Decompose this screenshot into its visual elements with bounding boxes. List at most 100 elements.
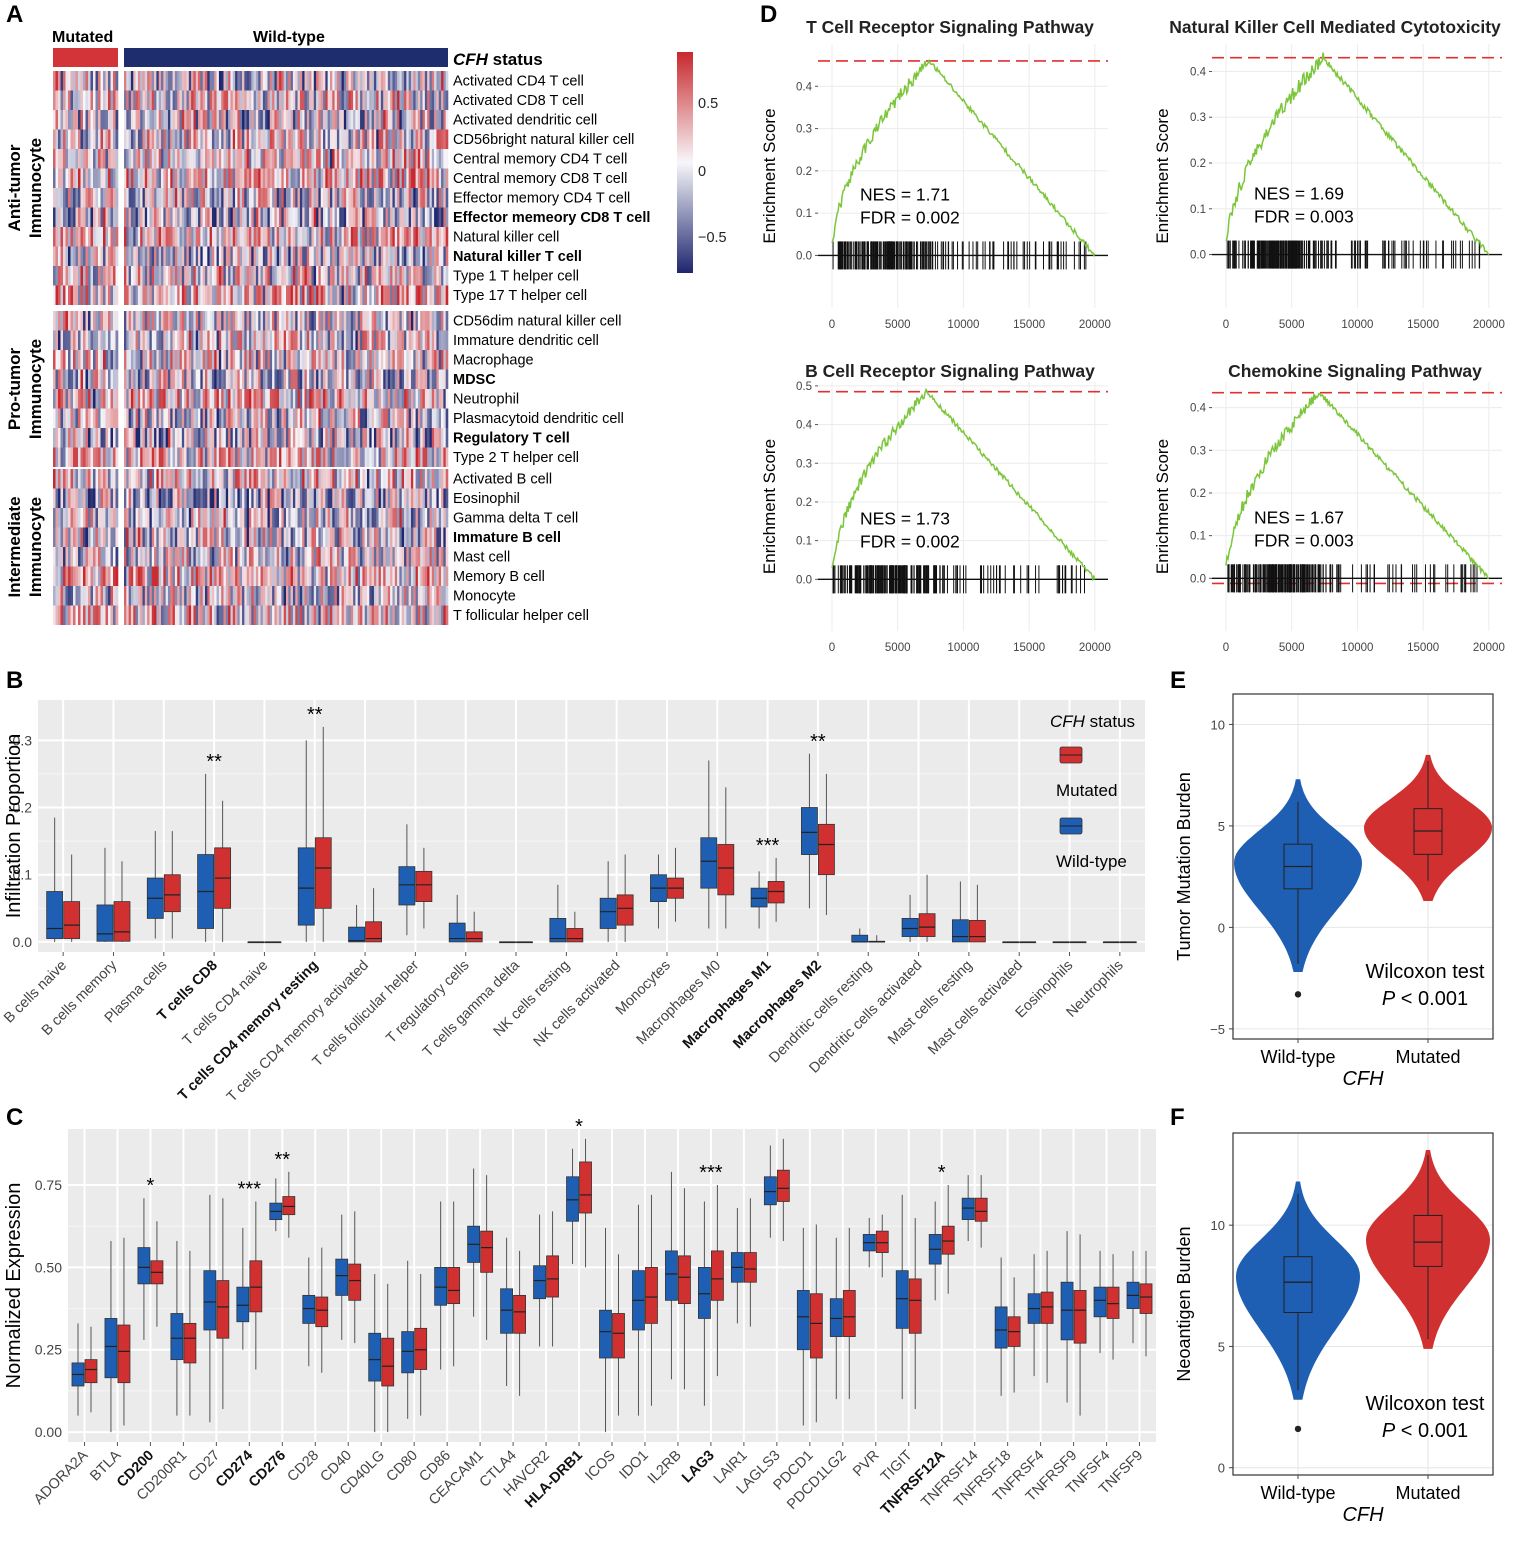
- heatmap-cell: [186, 168, 190, 188]
- heatmap-cell: [281, 285, 284, 305]
- heatmap-cell: [161, 547, 164, 567]
- heatmap-cell: [239, 527, 243, 547]
- heatmap-cell: [376, 469, 379, 489]
- heatmap-cell: [276, 90, 280, 110]
- heatmap-cell: [85, 547, 89, 567]
- heatmap-cell: [417, 566, 421, 586]
- heatmap-cell: [410, 90, 414, 110]
- heatmap-cell: [100, 311, 104, 331]
- heatmap-cell: [80, 369, 84, 389]
- heatmap-cell: [140, 330, 143, 350]
- heatmap-cell: [133, 469, 136, 489]
- heatmap-cell: [65, 350, 69, 370]
- heatmap-cell: [336, 311, 340, 331]
- wild-type-box: [96, 904, 114, 942]
- heatmap-cell: [191, 369, 194, 389]
- heatmap-cell: [172, 285, 176, 305]
- heatmap-cell: [253, 311, 257, 331]
- heatmap-cell: [380, 389, 384, 409]
- heatmap-cell: [343, 227, 347, 247]
- heatmap-cell: [260, 188, 264, 208]
- heatmap-cell: [68, 469, 71, 489]
- heatmap-cell: [126, 266, 129, 286]
- heatmap-cell: [70, 149, 74, 169]
- heatmap-cell: [242, 350, 245, 370]
- heatmap-cell: [276, 566, 280, 586]
- heatmap-cell: [329, 527, 333, 547]
- heatmap-cell: [147, 285, 150, 305]
- heatmap-cell: [323, 447, 326, 467]
- heatmap-cell: [246, 369, 250, 389]
- heatmap-cell: [415, 408, 419, 428]
- heatmap-cell: [357, 605, 361, 625]
- heatmap-cell: [406, 369, 409, 389]
- heatmap-cell: [181, 605, 185, 625]
- heatmap-cell: [255, 149, 259, 169]
- heatmap-cell: [75, 350, 79, 370]
- heatmap-cell: [429, 168, 433, 188]
- heatmap-cell: [413, 110, 416, 130]
- heatmap-cell: [184, 71, 187, 91]
- heatmap-cell: [262, 227, 266, 247]
- heatmap-cell: [431, 266, 435, 286]
- heatmap-cell: [445, 428, 449, 448]
- heatmap-cell: [281, 428, 284, 448]
- heatmap-cell: [329, 168, 333, 188]
- heatmap-cell: [53, 389, 56, 409]
- heatmap-cell: [311, 188, 315, 208]
- heatmap-cell: [260, 369, 264, 389]
- heatmap-cell: [198, 469, 201, 489]
- heatmap-cell: [126, 389, 129, 409]
- heatmap-cell: [126, 428, 129, 448]
- heatmap-cell: [346, 447, 349, 467]
- heatmap-cell: [445, 246, 449, 266]
- heatmap-cell: [133, 488, 136, 508]
- heatmap-cell: [98, 369, 101, 389]
- heatmap-cell: [429, 227, 433, 247]
- heatmap-cell: [383, 389, 386, 409]
- heatmap-cell: [313, 110, 317, 130]
- heatmap-cell: [110, 369, 114, 389]
- heatmap-cell: [80, 149, 84, 169]
- heatmap-cell: [191, 188, 194, 208]
- heatmap-cell: [244, 188, 247, 208]
- heatmap-cell: [163, 428, 166, 448]
- heatmap-cell: [422, 389, 426, 409]
- heatmap-row-label: Effector memeory CD8 T cell: [453, 210, 650, 226]
- heatmap-cell: [304, 188, 308, 208]
- heatmap-cell: [350, 227, 354, 247]
- heatmap-cell: [105, 90, 109, 110]
- heatmap-cell: [228, 207, 231, 227]
- heatmap-cell: [410, 129, 414, 149]
- heatmap-cell: [341, 266, 345, 286]
- color-legend-tick: 0.5: [698, 96, 718, 112]
- heatmap-cell: [371, 266, 375, 286]
- heatmap-cell: [158, 71, 162, 91]
- heatmap-cell: [367, 90, 370, 110]
- heatmap-cell: [251, 71, 254, 91]
- heatmap-cell: [218, 566, 222, 586]
- heatmap-cell: [154, 527, 157, 547]
- heatmap-cell: [248, 246, 252, 266]
- heatmap-cell: [385, 207, 389, 227]
- heatmap-cell: [124, 285, 127, 305]
- heatmap-cell: [350, 188, 354, 208]
- heatmap-cell: [167, 527, 171, 547]
- heatmap-cell: [318, 508, 322, 528]
- heatmap-cell: [232, 447, 236, 467]
- heatmap-cell: [216, 285, 220, 305]
- heatmap-cell: [276, 330, 280, 350]
- heatmap-cell: [186, 90, 190, 110]
- heatmap-cell: [144, 71, 148, 91]
- heatmap-cell: [313, 227, 317, 247]
- heatmap-cell: [211, 586, 215, 606]
- heatmap-cell: [128, 488, 132, 508]
- heatmap-cell: [113, 428, 116, 448]
- heatmap-cell: [272, 586, 275, 606]
- heatmap-cell: [255, 428, 259, 448]
- heatmap-cell: [142, 408, 146, 428]
- heatmap-cell: [75, 246, 79, 266]
- heatmap-cell: [424, 566, 428, 586]
- heatmap-cell: [336, 330, 340, 350]
- heatmap-cell: [353, 246, 356, 266]
